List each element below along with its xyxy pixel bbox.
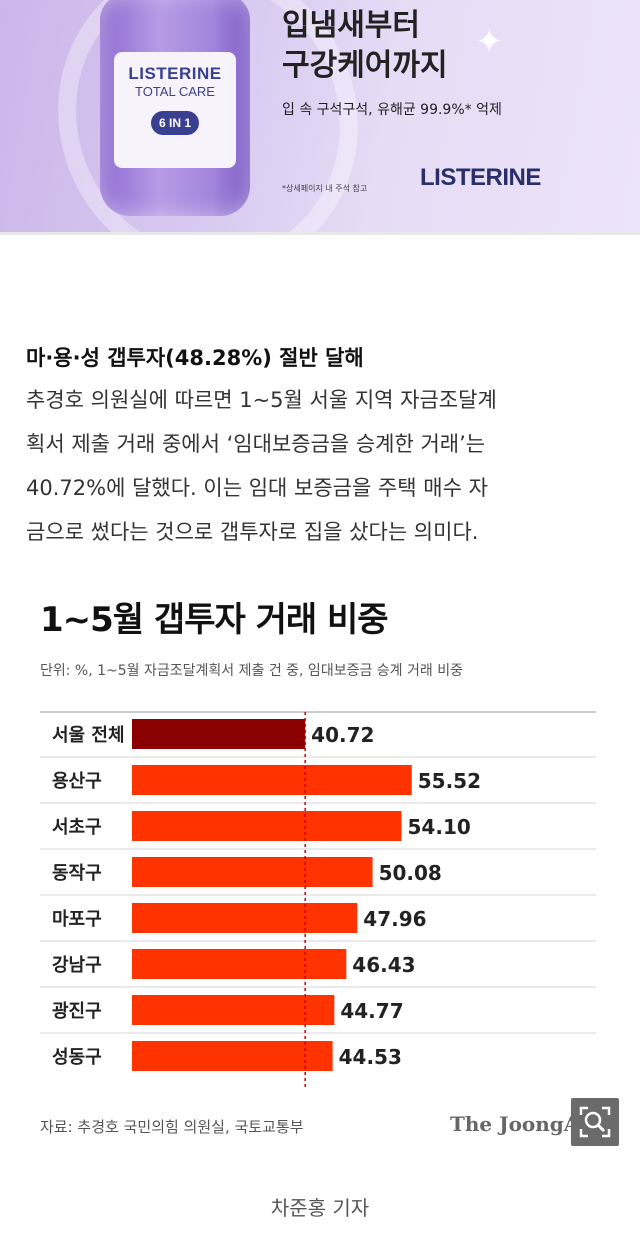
article-subheading: 마·용·성 갭투자(48.28%) 절반 달해 bbox=[26, 346, 364, 370]
value-label: 47.96 bbox=[363, 907, 426, 931]
ad-note: *상세페이지 내 주석 참고 bbox=[282, 184, 368, 193]
chart-title: 1~5월 갭투자 거래 비중 bbox=[40, 600, 389, 640]
value-label: 44.77 bbox=[340, 999, 403, 1023]
value-label: 50.08 bbox=[379, 861, 442, 885]
article-line: 금으로 썼다는 것으로 갭투자로 집을 샀다는 의미다. bbox=[26, 520, 479, 544]
zoom-button[interactable] bbox=[571, 1098, 619, 1146]
value-label: 55.52 bbox=[418, 769, 481, 793]
article-line: 획서 제출 거래 중에서 ‘임대보증금을 승계한 거래’는 bbox=[26, 432, 486, 456]
category-label: 서초구 bbox=[52, 817, 102, 838]
ad-brand-logo: LISTERINE bbox=[420, 164, 541, 191]
bar-chart: 서울 전체 40.72 용산구 55.52 서초구 54.10 동작구 50.08 마포구 47.… bbox=[40, 711, 596, 1087]
data-bar bbox=[132, 995, 335, 1025]
sparkle-icon: ✦ bbox=[475, 22, 504, 62]
reporter-byline: 차준홍 기자 bbox=[270, 1196, 370, 1220]
category-label: 광진구 bbox=[52, 1001, 102, 1022]
bottle-sub: TOTAL CARE bbox=[135, 84, 215, 99]
mouthwash-bottle-image: LISTERINE TOTAL CARE 6 IN 1 bbox=[100, 0, 250, 216]
data-bar bbox=[132, 903, 358, 933]
category-label: 동작구 bbox=[52, 863, 102, 884]
category-label: 강남구 bbox=[52, 955, 102, 976]
value-label: 54.10 bbox=[408, 815, 471, 839]
category-label: 서울 전체 bbox=[52, 725, 125, 746]
article-line: 추경호 의원실에 따르면 1~5월 서울 지역 자금조달계 bbox=[26, 388, 497, 412]
bottle-brand: LISTERINE bbox=[128, 64, 222, 83]
data-bar bbox=[132, 1041, 333, 1071]
value-label: 40.72 bbox=[311, 723, 374, 747]
category-label: 성동구 bbox=[52, 1047, 102, 1068]
category-label: 용산구 bbox=[52, 771, 102, 792]
category-label: 마포구 bbox=[52, 909, 102, 930]
bottle-badge: 6 IN 1 bbox=[150, 111, 199, 135]
chart-source: 자료: 추경호 국민의힘 의원실, 국토교통부 bbox=[40, 1118, 304, 1136]
data-bar bbox=[132, 949, 347, 979]
zoom-magnifier-icon bbox=[579, 1106, 611, 1138]
ad-banner[interactable]: LISTERINE TOTAL CARE 6 IN 1 ✦ 입냄새부터 구강케어… bbox=[0, 0, 640, 235]
chart-unit-note: 단위: %, 1~5월 자금조달계획서 제출 건 중, 임대보증금 승계 거래 … bbox=[40, 663, 463, 679]
ad-headline: 입냄새부터 구강케어까지 bbox=[282, 6, 448, 86]
ad-subtext: 입 속 구석구석, 유해균 99.9%* 억제 bbox=[282, 102, 502, 118]
data-bar bbox=[132, 719, 306, 749]
article-line: 40.72%에 달했다. 이는 임대 보증금을 주택 매수 자 bbox=[26, 476, 488, 500]
article-paragraph: 추경호 의원실에 따르면 1~5월 서울 지역 자금조달계 획서 제출 거래 중… bbox=[26, 378, 626, 554]
data-bar bbox=[132, 765, 412, 795]
data-bar bbox=[132, 857, 373, 887]
data-bar bbox=[132, 811, 402, 841]
ad-headline-line1: 입냄새부터 bbox=[282, 8, 420, 43]
value-label: 46.43 bbox=[352, 953, 415, 977]
joongang-logo: The JoongAng bbox=[450, 1112, 585, 1136]
bottle-label: LISTERINE TOTAL CARE 6 IN 1 bbox=[114, 52, 236, 168]
value-label: 44.53 bbox=[339, 1045, 402, 1069]
ad-headline-line2: 구강케어까지 bbox=[282, 48, 448, 83]
